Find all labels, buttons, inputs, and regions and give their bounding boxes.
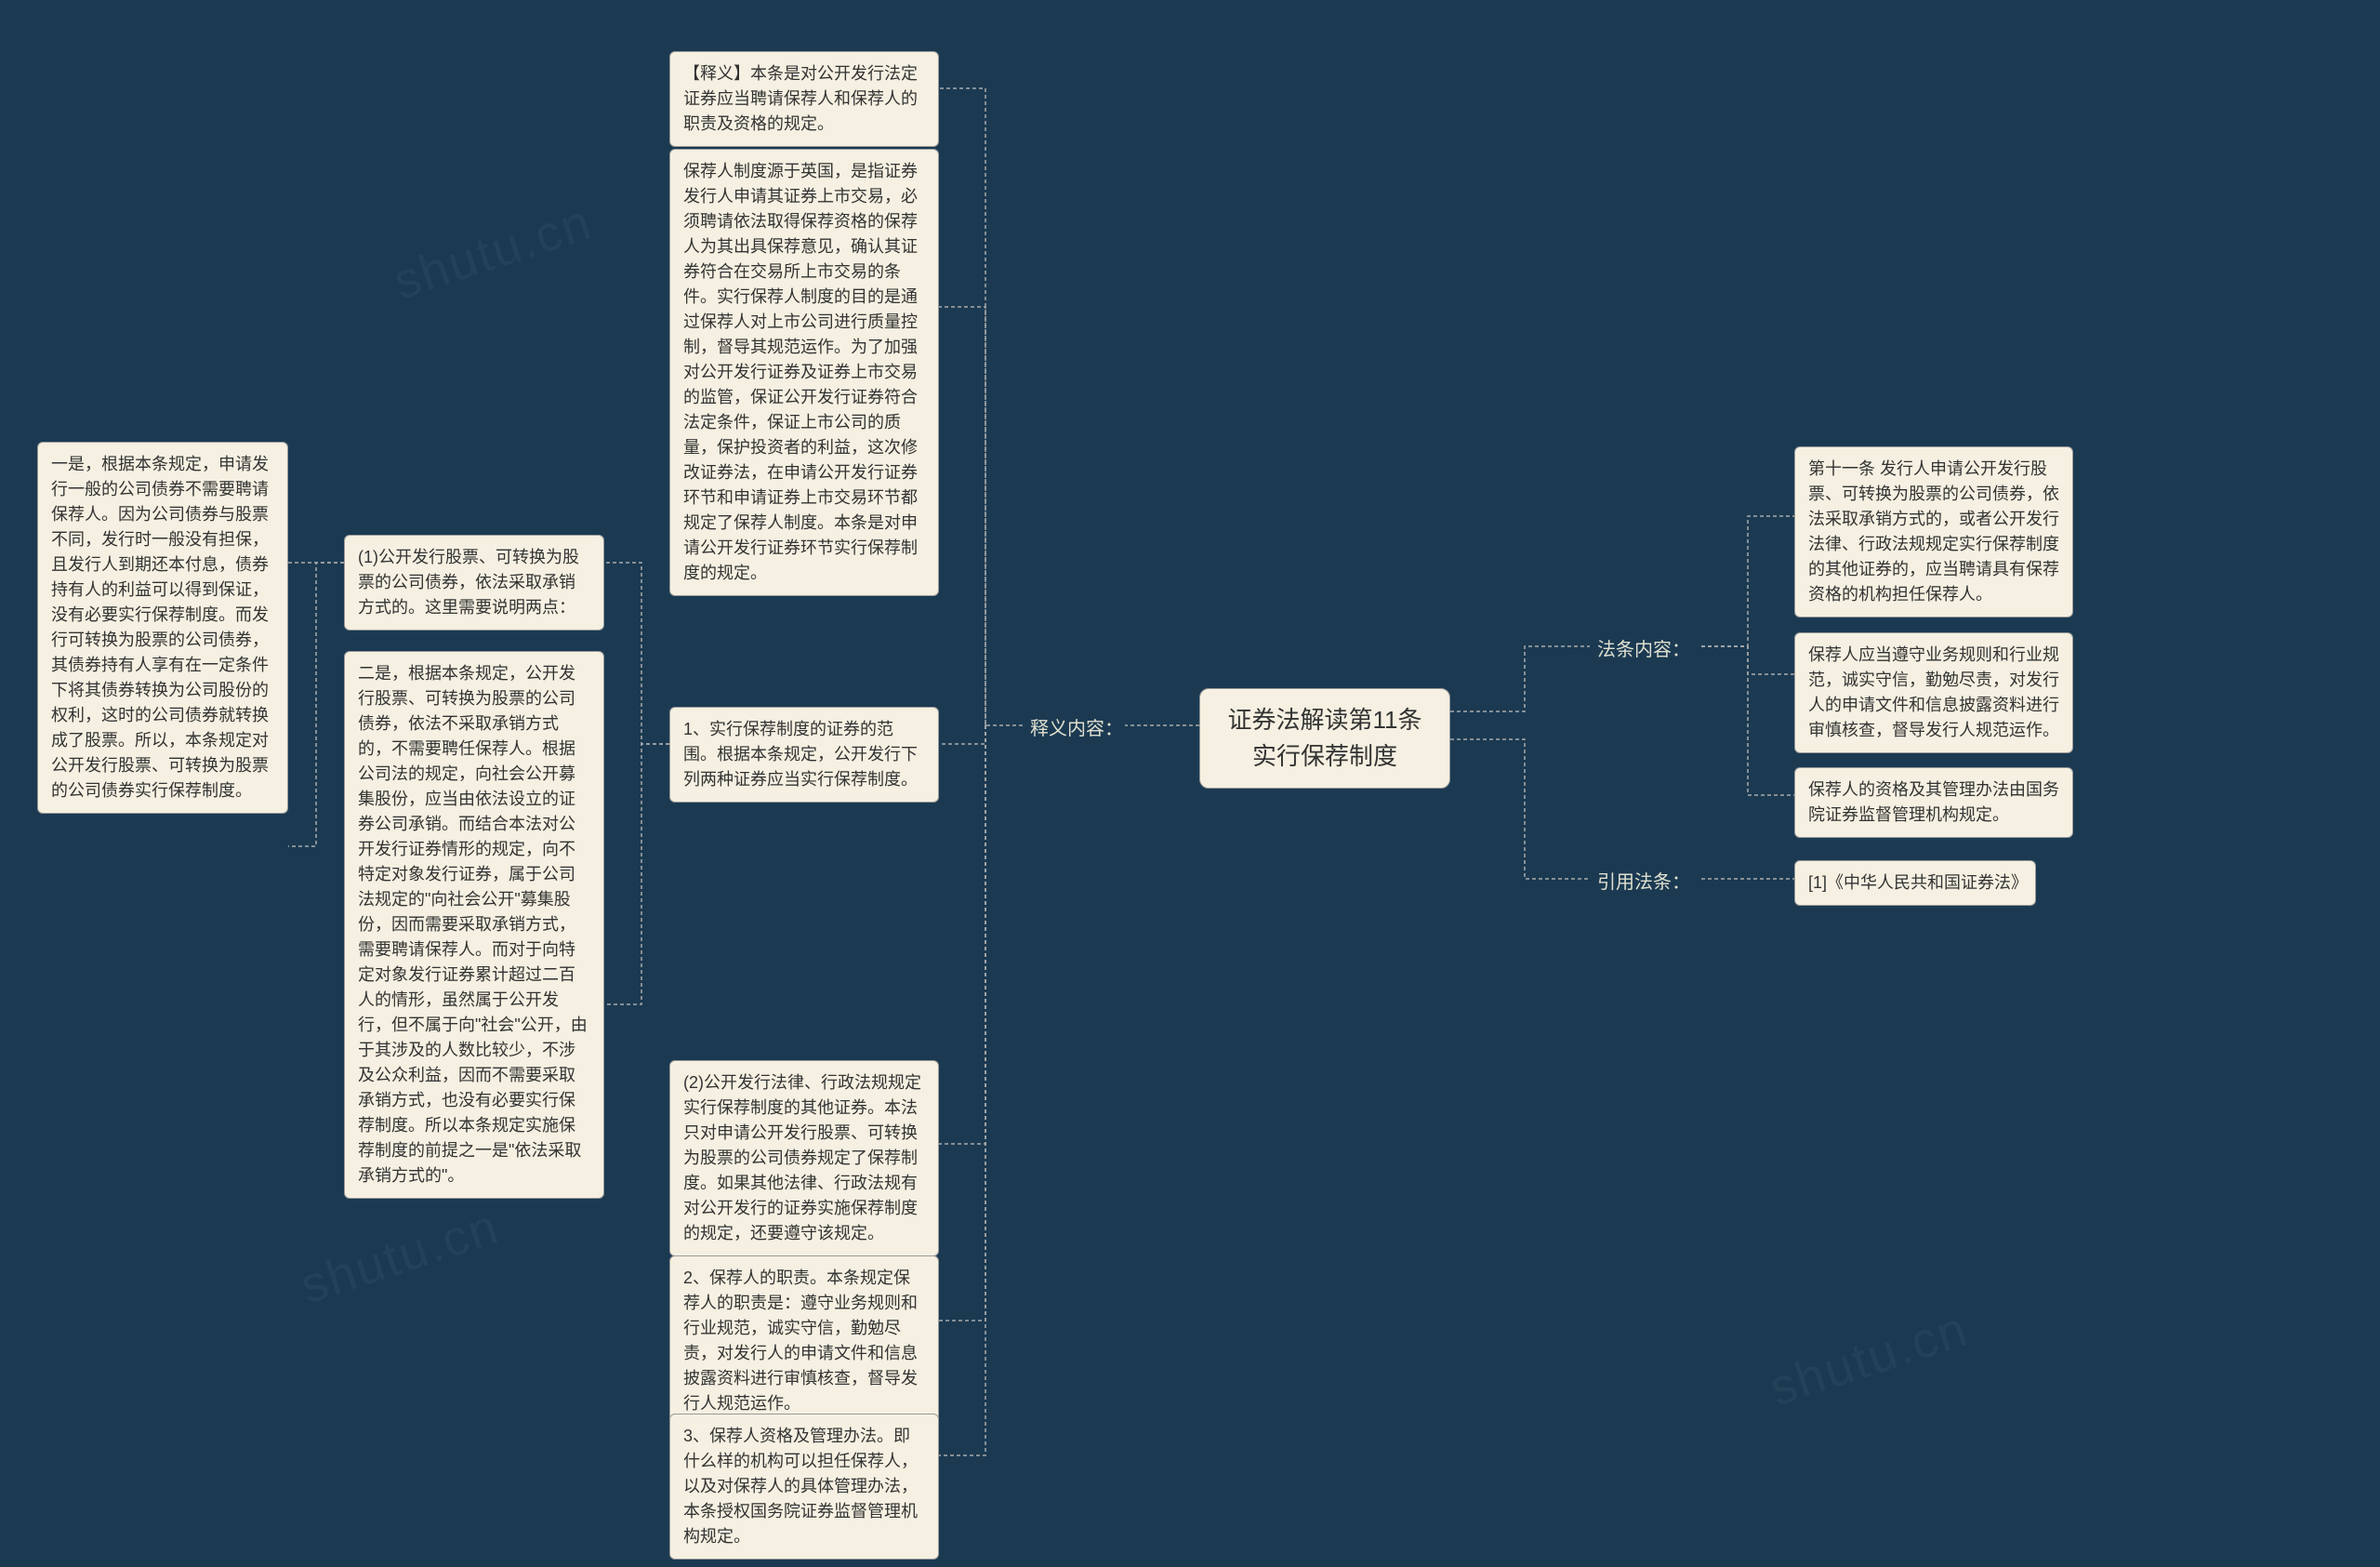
shiyi-item-3: (2)公开发行法律、行政法规规定实行保荐制度的其他证券。本法只对申请公开发行股票…	[669, 1060, 939, 1256]
shiyi-item-2: 1、实行保荐制度的证券的范围。根据本条规定，公开发行下列两种证券应当实行保荐制度…	[669, 707, 939, 803]
center-node: 证券法解读第11条实行保荐制度	[1199, 688, 1450, 789]
shiyi-label: 释义内容：	[1023, 711, 1130, 747]
shiyi-item-4: 2、保荐人的职责。本条规定保荐人的职责是：遵守业务规则和行业规范，诚实守信，勤勉…	[669, 1255, 939, 1427]
sub1-label: (1)公开发行股票、可转换为股票的公司债券，依法采取承销方式的。这里需要说明两点…	[344, 535, 604, 631]
yinyong-label: 引用法条：	[1590, 865, 1698, 900]
shiyi-item-5: 3、保荐人资格及管理办法。即什么样的机构可以担任保荐人，以及对保荐人的具体管理办…	[669, 1414, 939, 1560]
shiyi-item-1: 保荐人制度源于英国，是指证券发行人申请其证券上市交易，必须聘请依法取得保荐资格的…	[669, 149, 939, 596]
sub1-item-1: 二是，根据本条规定，公开发行股票、可转换为股票的公司债券，依法不采取承销方式的，…	[344, 651, 604, 1199]
fatiao-item-1: 保荐人应当遵守业务规则和行业规范，诚实守信，勤勉尽责，对发行人的申请文件和信息披…	[1794, 632, 2073, 753]
watermark: shutu.cn	[294, 1198, 507, 1316]
fatiao-item-2: 保荐人的资格及其管理办法由国务院证券监督管理机构规定。	[1794, 767, 2073, 838]
watermark: shutu.cn	[1763, 1300, 1976, 1418]
yinyong-item: [1]《中华人民共和国证券法》	[1794, 860, 2036, 906]
shiyi-item-0: 【释义】本条是对公开发行法定证券应当聘请保荐人和保荐人的职责及资格的规定。	[669, 51, 939, 147]
fatiao-label: 法条内容：	[1590, 632, 1698, 668]
watermark: shutu.cn	[387, 193, 600, 312]
fatiao-item-0: 第十一条 发行人申请公开发行股票、可转换为股票的公司债券，依法采取承销方式的，或…	[1794, 446, 2073, 618]
sub1-item-0: 一是，根据本条规定，申请发行一般的公司债券不需要聘请保荐人。因为公司债券与股票不…	[37, 442, 288, 814]
